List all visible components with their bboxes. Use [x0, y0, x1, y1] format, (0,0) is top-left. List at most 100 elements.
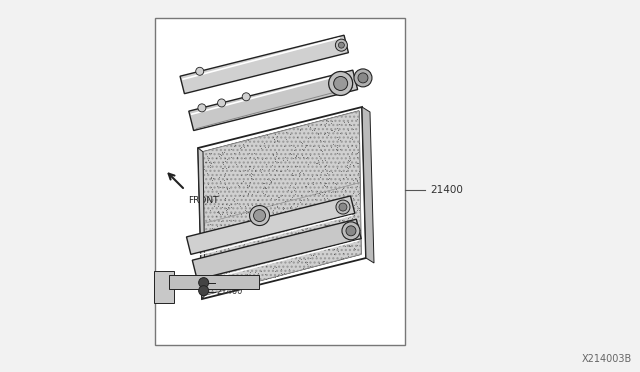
Point	[213, 203, 223, 209]
Point	[299, 219, 309, 225]
Point	[334, 205, 344, 211]
Point	[355, 227, 365, 233]
Point	[223, 204, 233, 210]
Point	[268, 207, 278, 213]
Point	[312, 172, 322, 178]
Point	[282, 222, 292, 228]
Point	[287, 234, 297, 240]
Point	[260, 207, 271, 213]
Point	[209, 247, 219, 253]
Point	[289, 190, 300, 196]
Point	[250, 272, 260, 278]
Point	[226, 204, 236, 210]
Point	[243, 209, 253, 215]
Point	[339, 205, 349, 211]
Point	[200, 159, 210, 165]
Point	[354, 174, 364, 180]
Point	[244, 166, 254, 172]
Point	[250, 269, 260, 275]
Point	[241, 276, 251, 282]
Point	[212, 278, 223, 284]
Point	[283, 187, 293, 193]
Point	[296, 256, 306, 262]
Point	[295, 230, 305, 236]
Point	[208, 275, 218, 281]
Point	[296, 214, 307, 219]
Point	[260, 263, 271, 269]
Point	[232, 200, 243, 206]
Point	[345, 227, 355, 232]
Point	[219, 149, 229, 155]
Point	[335, 137, 346, 142]
Point	[258, 190, 268, 196]
Point	[326, 189, 336, 195]
Point	[304, 188, 314, 194]
Point	[244, 183, 254, 189]
Point	[267, 161, 277, 167]
Point	[348, 162, 358, 168]
Point	[291, 246, 301, 251]
Point	[315, 138, 325, 144]
Point	[344, 242, 354, 248]
Point	[229, 251, 239, 257]
Point	[321, 129, 332, 135]
Point	[353, 168, 364, 174]
Point	[244, 277, 254, 283]
Point	[213, 209, 223, 215]
Point	[234, 149, 244, 155]
Point	[338, 185, 348, 191]
Point	[243, 190, 253, 196]
Point	[300, 256, 310, 262]
Circle shape	[253, 209, 266, 222]
Polygon shape	[186, 196, 355, 254]
Point	[330, 214, 340, 220]
Point	[278, 205, 289, 211]
Point	[255, 166, 265, 171]
Point	[321, 117, 331, 123]
Point	[222, 155, 232, 161]
Point	[241, 235, 252, 241]
Point	[282, 166, 292, 172]
Point	[225, 212, 235, 218]
Point	[325, 217, 335, 222]
Point	[291, 236, 301, 242]
Point	[285, 196, 296, 202]
Point	[321, 224, 331, 230]
Point	[276, 185, 287, 191]
Point	[314, 161, 324, 167]
Point	[263, 242, 273, 248]
Point	[349, 246, 360, 251]
Point	[202, 269, 212, 275]
Point	[343, 214, 353, 219]
Point	[215, 183, 225, 189]
Point	[214, 210, 225, 216]
Point	[346, 137, 356, 142]
Point	[342, 162, 352, 168]
Point	[353, 208, 364, 214]
Point	[305, 254, 316, 260]
Point	[289, 181, 300, 187]
Point	[241, 188, 251, 194]
Point	[207, 160, 218, 166]
Point	[255, 145, 266, 151]
Point	[222, 186, 232, 192]
Point	[270, 158, 280, 164]
Point	[249, 213, 259, 219]
Point	[218, 284, 228, 290]
Point	[210, 233, 220, 239]
Text: 21460: 21460	[217, 287, 243, 296]
Point	[285, 226, 296, 232]
Point	[203, 274, 213, 280]
Point	[261, 243, 271, 249]
Point	[216, 222, 227, 228]
Point	[232, 182, 243, 188]
Point	[321, 222, 331, 228]
Point	[249, 212, 259, 218]
Point	[254, 224, 264, 230]
Point	[214, 246, 225, 252]
Point	[262, 261, 272, 267]
Point	[301, 237, 311, 243]
Point	[205, 208, 215, 214]
Point	[314, 174, 324, 180]
Point	[293, 257, 303, 263]
